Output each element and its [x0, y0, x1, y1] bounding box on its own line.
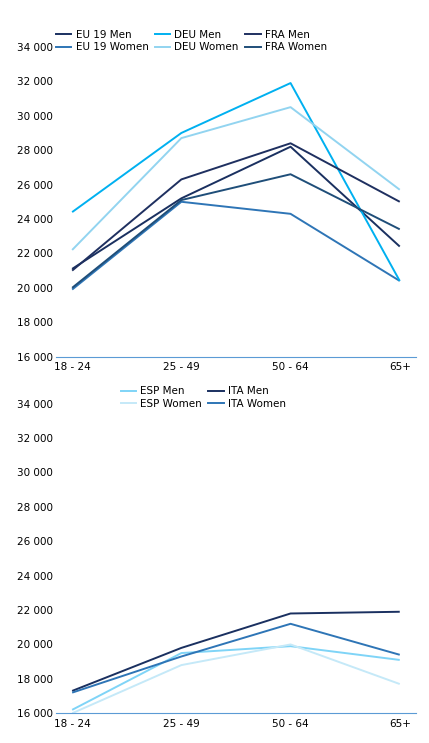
Legend: EU 19 Men, EU 19 Women, DEU Men, DEU Women, FRA Men, FRA Women: EU 19 Men, EU 19 Women, DEU Men, DEU Wom…	[56, 30, 327, 52]
Legend: ESP Men, ESP Women, ITA Men, ITA Women: ESP Men, ESP Women, ITA Men, ITA Women	[121, 386, 286, 409]
